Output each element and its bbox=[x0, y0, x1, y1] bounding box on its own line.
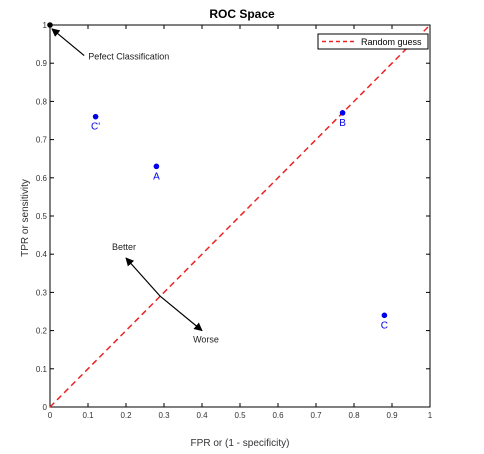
x-tick-label: 0 bbox=[48, 411, 53, 420]
annotation-arrow bbox=[125, 257, 161, 297]
annotation-arrow bbox=[159, 295, 203, 332]
data-point-label: C' bbox=[91, 122, 100, 133]
data-point bbox=[92, 113, 99, 120]
y-tick-label: 0.5 bbox=[36, 212, 48, 221]
x-tick-label: 0.1 bbox=[82, 411, 94, 420]
y-tick-label: 0.2 bbox=[36, 327, 48, 336]
x-tick-label: 0.8 bbox=[348, 411, 360, 420]
data-point-label: B bbox=[339, 118, 346, 129]
x-axis-tick-labels: 0 0.1 0.2 0.3 0.4 0.5 0.6 0.7 0.8 0.9 1 bbox=[48, 411, 433, 420]
y-axis-tick-labels: 0 0.1 0.2 0.3 0.4 0.5 0.6 0.7 0.8 0.9 1 bbox=[36, 21, 48, 412]
y-tick-label: 0 bbox=[43, 403, 48, 412]
perfect-classification-point bbox=[47, 22, 53, 28]
y-tick-label: 0.1 bbox=[36, 365, 48, 374]
data-points: A B C C' bbox=[47, 22, 388, 331]
x-tick-label: 0.9 bbox=[386, 411, 398, 420]
y-tick-label: 0.4 bbox=[36, 250, 48, 259]
x-tick-label: 0.7 bbox=[310, 411, 322, 420]
chart-title: ROC Space bbox=[209, 7, 275, 21]
x-tick-label: 0.2 bbox=[120, 411, 132, 420]
x-tick-label: 0.4 bbox=[196, 411, 208, 420]
data-point-label: C bbox=[381, 320, 388, 331]
annotation-arrow bbox=[51, 28, 85, 57]
data-point bbox=[153, 163, 160, 170]
y-tick-label: 1 bbox=[43, 21, 48, 30]
x-tick-label: 1 bbox=[428, 411, 433, 420]
random-guess-line bbox=[49, 24, 431, 408]
data-point-label: A bbox=[153, 171, 160, 182]
axis-ticks bbox=[49, 24, 431, 408]
y-tick-label: 0.3 bbox=[36, 288, 48, 297]
data-point bbox=[339, 110, 346, 116]
annotations: Pefect Classification Better Worse bbox=[51, 28, 219, 345]
annotation-label: Better bbox=[112, 242, 136, 252]
legend: Random guess bbox=[317, 33, 429, 50]
y-tick-label: 0.6 bbox=[36, 174, 48, 183]
y-tick-label: 0.7 bbox=[36, 136, 48, 145]
y-axis-label: TPR or sensitivity bbox=[20, 179, 31, 257]
annotation-label: Worse bbox=[193, 335, 219, 345]
legend-label-random-guess: Random guess bbox=[361, 37, 422, 47]
y-tick-label: 0.9 bbox=[36, 59, 48, 68]
x-tick-label: 0.3 bbox=[158, 411, 170, 420]
legend-box bbox=[317, 33, 429, 50]
annotation-label: Pefect Classification bbox=[88, 52, 169, 62]
x-axis-label: FPR or (1 - specificity) bbox=[191, 438, 290, 449]
data-point bbox=[381, 312, 388, 319]
y-tick-label: 0.8 bbox=[36, 97, 48, 106]
x-tick-label: 0.5 bbox=[234, 411, 246, 420]
x-tick-label: 0.6 bbox=[272, 411, 284, 420]
